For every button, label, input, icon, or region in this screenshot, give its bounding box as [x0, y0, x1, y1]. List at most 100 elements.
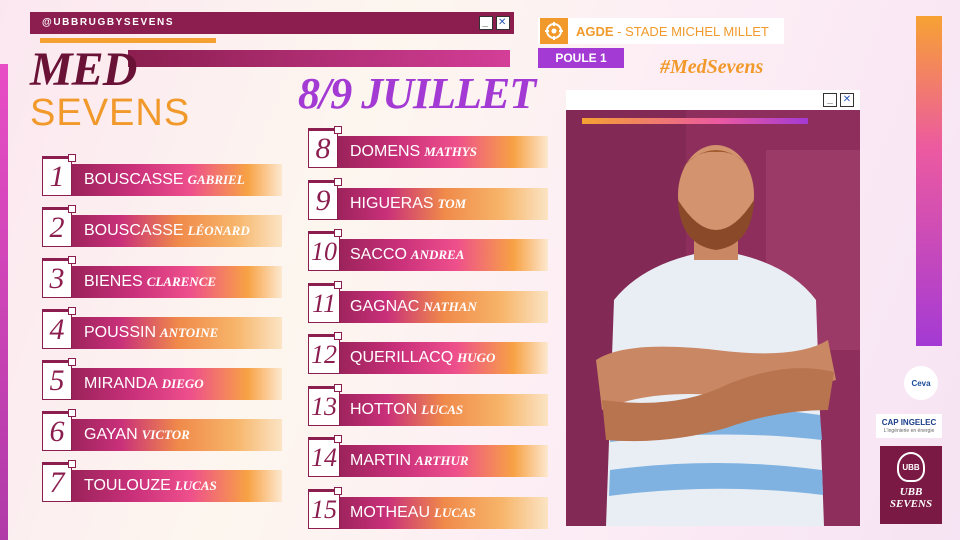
- hashtag: #MedSevens: [660, 56, 764, 78]
- row-accent-line: [308, 488, 338, 492]
- row-window-icon: [68, 307, 76, 315]
- player-first-name: Lucas: [434, 504, 476, 520]
- minimize-icon[interactable]: _: [479, 16, 493, 30]
- player-name-bar: BOUSCASSE Léonard: [52, 215, 282, 247]
- venue-text: AGDE - STADE MICHEL MILLET: [576, 24, 769, 39]
- row-accent-line: [42, 207, 72, 210]
- player-last-name: DOMENS: [350, 143, 421, 160]
- row-window-icon: [334, 280, 342, 289]
- player-last-name: POUSSIN: [84, 324, 157, 341]
- row-window-icon: [334, 435, 342, 443]
- row-window-icon: [334, 229, 342, 237]
- handle-window-bar: @UBBRUGBYSEVENS _ ✕: [30, 12, 514, 34]
- row-window-icon: [334, 177, 342, 186]
- title-sevens: SEVENS: [30, 92, 191, 134]
- player-last-name: MIRANDA: [84, 375, 158, 392]
- player-name-bar: BIENES Clarence: [52, 266, 282, 298]
- venue-box: AGDE - STADE MICHEL MILLET: [538, 18, 784, 44]
- player-number: 10: [308, 233, 340, 271]
- photo-window-controls: _ ✕: [823, 93, 854, 107]
- player-number: 1: [42, 158, 72, 196]
- player-number: 9: [308, 181, 338, 220]
- orange-accent-bar: [40, 38, 216, 43]
- player-name-bar: GAYAN Victor: [52, 419, 282, 451]
- player-first-name: Victor: [141, 427, 190, 442]
- close-icon[interactable]: ✕: [496, 16, 510, 30]
- row-accent-line: [42, 156, 72, 159]
- player-name-bar: SACCO Andrea: [318, 239, 548, 271]
- venue-city: AGDE: [576, 23, 614, 39]
- player-photo: [566, 110, 860, 526]
- row-accent-line: [308, 282, 338, 286]
- player-last-name: SACCO: [350, 246, 407, 263]
- row-window-icon: [334, 126, 342, 134]
- row-window-icon: [68, 409, 76, 417]
- player-first-name: Arthur: [415, 453, 469, 468]
- player-first-name: Mathys: [424, 144, 477, 159]
- player-name-bar: MIRANDA Diego: [52, 368, 282, 400]
- row-accent-line: [42, 360, 72, 363]
- player-first-name: Léonard: [187, 223, 250, 238]
- player-number: 11: [308, 284, 340, 323]
- pool-badge: POULE 1: [538, 48, 624, 68]
- row-accent-line: [308, 128, 338, 131]
- player-last-name: BOUSCASSE: [84, 171, 184, 188]
- player-last-name: QUERILLACQ: [350, 349, 454, 366]
- close-icon[interactable]: ✕: [840, 93, 854, 107]
- right-accent-stripe: [916, 16, 942, 346]
- player-name-bar: TOULOUZE Lucas: [52, 470, 282, 502]
- player-first-name: Antoine: [160, 325, 219, 340]
- player-name-bar: HOTTON Lucas: [318, 393, 548, 426]
- ubb-shield-icon: UBB: [897, 452, 925, 482]
- event-date: 8/9 JUILLET: [298, 69, 536, 118]
- row-accent-line: [308, 334, 338, 337]
- row-window-icon: [68, 154, 76, 162]
- row-window-icon: [68, 205, 76, 213]
- row-accent-line: [42, 462, 72, 465]
- player-number: 13: [308, 387, 340, 426]
- player-first-name: Diego: [161, 376, 204, 391]
- ubb-sevens-logo: UBB UBB SEVENS: [880, 446, 942, 524]
- window-controls: _ ✕: [479, 16, 510, 30]
- player-first-name: Andrea: [410, 247, 465, 262]
- player-number: 6: [42, 413, 72, 451]
- social-handle: @UBBRUGBYSEVENS: [42, 17, 175, 28]
- player-name-bar: QUERILLACQ Hugo: [318, 342, 548, 374]
- minimize-icon[interactable]: _: [823, 93, 837, 107]
- row-accent-line: [308, 231, 338, 234]
- player-name-bar: BOUSCASSE Gabriel: [52, 164, 282, 196]
- player-name-bar: POUSSIN Antoine: [52, 317, 282, 349]
- player-name-bar: MARTIN Arthur: [318, 445, 548, 477]
- player-first-name: Gabriel: [187, 172, 245, 187]
- row-window-icon: [68, 256, 76, 264]
- player-number: 2: [42, 209, 72, 247]
- player-first-name: Lucas: [174, 478, 217, 493]
- player-name-bar: MOTHEAU Lucas: [318, 496, 548, 529]
- row-window-icon: [334, 383, 342, 392]
- player-number: 15: [308, 490, 340, 529]
- row-window-icon: [68, 358, 76, 366]
- row-accent-line: [42, 258, 72, 261]
- title-med: MED: [30, 43, 137, 96]
- row-window-icon: [334, 486, 342, 495]
- player-number: 3: [42, 260, 72, 298]
- row-accent-line: [308, 385, 338, 389]
- player-last-name: GAYAN: [84, 426, 138, 443]
- photo-accent-stripe: [582, 118, 808, 124]
- player-last-name: MARTIN: [350, 452, 412, 469]
- player-last-name: TOULOUZE: [84, 477, 171, 494]
- player-name-bar: GAGNAC Nathan: [318, 290, 548, 323]
- player-number: 7: [42, 464, 72, 502]
- row-accent-line: [42, 309, 72, 312]
- player-last-name: HOTTON: [350, 400, 418, 418]
- row-accent-line: [42, 411, 72, 414]
- venue-stadium: - STADE MICHEL MILLET: [613, 23, 769, 39]
- cap-ingelec-logo: CAP INGELEC L'ingénierie en énergie: [876, 414, 942, 438]
- row-accent-line: [308, 437, 338, 440]
- left-accent-stripe: [0, 64, 8, 540]
- player-first-name: Tom: [437, 195, 467, 211]
- photo-window-titlebar: _ ✕: [566, 90, 860, 110]
- target-icon: [540, 18, 568, 44]
- player-last-name: GAGNAC: [350, 297, 420, 315]
- player-name-bar: DOMENS Mathys: [318, 136, 548, 168]
